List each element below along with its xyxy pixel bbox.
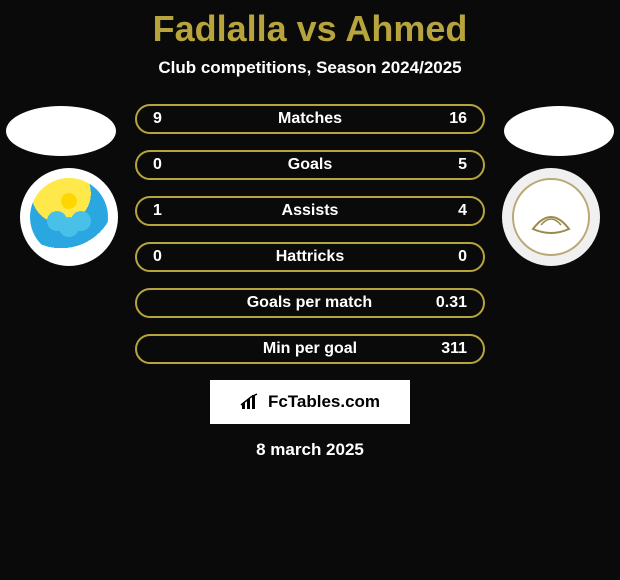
branding-text: FcTables.com xyxy=(268,392,380,412)
stat-left-value: 1 xyxy=(153,202,183,220)
stat-row: 0 Hattricks 0 xyxy=(135,242,485,272)
stat-right-value: 0.31 xyxy=(436,294,467,312)
content-area: 9 Matches 16 0 Goals 5 1 Assists 4 0 Hat… xyxy=(0,100,620,460)
player-right-avatar xyxy=(504,106,614,156)
club-left-badge xyxy=(20,168,118,266)
stat-row: Goals per match 0.31 xyxy=(135,288,485,318)
stat-left-value: 0 xyxy=(153,248,183,266)
stat-label: Goals xyxy=(183,156,437,174)
club-left-logo xyxy=(30,178,108,256)
stat-row: Min per goal 311 xyxy=(135,334,485,364)
stat-row: 9 Matches 16 xyxy=(135,104,485,134)
stat-left-value: 9 xyxy=(153,110,183,128)
stat-left-value: 0 xyxy=(153,156,183,174)
stat-label: Goals per match xyxy=(183,294,436,312)
stat-right-value: 5 xyxy=(437,156,467,174)
chart-icon xyxy=(240,393,262,411)
stat-right-value: 4 xyxy=(437,202,467,220)
stat-label: Hattricks xyxy=(183,248,437,266)
stat-right-value: 0 xyxy=(437,248,467,266)
stat-right-value: 16 xyxy=(437,110,467,128)
stat-label: Matches xyxy=(183,110,437,128)
stats-list: 9 Matches 16 0 Goals 5 1 Assists 4 0 Hat… xyxy=(135,100,485,364)
stat-label: Min per goal xyxy=(183,340,437,358)
stat-row: 1 Assists 4 xyxy=(135,196,485,226)
club-right-logo xyxy=(512,178,590,256)
subtitle: Club competitions, Season 2024/2025 xyxy=(0,58,620,78)
branding-badge: FcTables.com xyxy=(210,380,410,424)
stat-label: Assists xyxy=(183,202,437,220)
comparison-card: Fadlalla vs Ahmed Club competitions, Sea… xyxy=(0,0,620,580)
date-label: 8 march 2025 xyxy=(0,440,620,460)
stat-row: 0 Goals 5 xyxy=(135,150,485,180)
stat-right-value: 311 xyxy=(437,340,467,358)
club-right-badge xyxy=(502,168,600,266)
page-title: Fadlalla vs Ahmed xyxy=(0,0,620,50)
player-left-avatar xyxy=(6,106,116,156)
